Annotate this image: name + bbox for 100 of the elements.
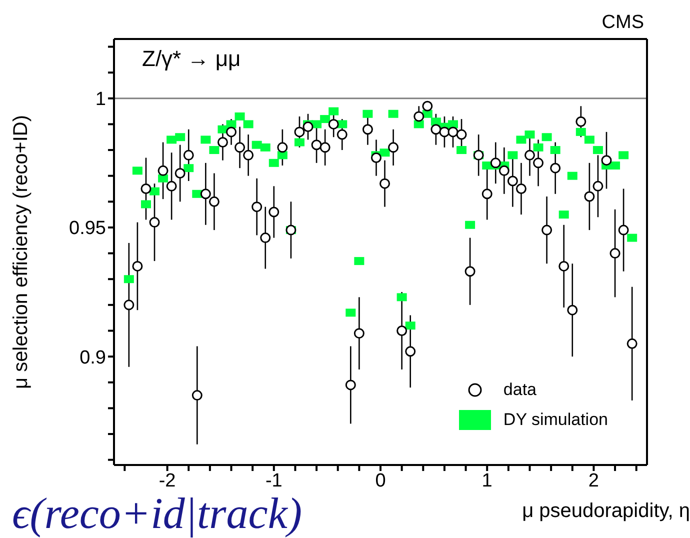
point xyxy=(507,176,518,186)
point xyxy=(362,124,373,135)
text: CMS xyxy=(602,12,644,34)
point xyxy=(294,126,305,138)
point xyxy=(260,143,270,152)
point xyxy=(234,142,246,153)
point xyxy=(396,293,407,302)
point xyxy=(601,155,612,166)
y-tick-label: 1 xyxy=(95,89,106,110)
point xyxy=(328,107,339,116)
point xyxy=(524,150,535,160)
point xyxy=(533,143,544,152)
point xyxy=(576,116,586,127)
x-tick-label: 1 xyxy=(482,470,492,492)
point xyxy=(226,126,237,138)
point xyxy=(277,142,288,153)
point xyxy=(618,151,629,160)
point xyxy=(243,150,254,160)
point xyxy=(311,140,322,150)
x-axis-title: μ pseudorapidity, η xyxy=(522,500,690,523)
point xyxy=(320,142,330,153)
point xyxy=(584,136,594,144)
legend-label: DY simulation xyxy=(503,410,608,430)
point xyxy=(610,248,620,259)
point xyxy=(328,118,339,130)
point xyxy=(465,220,476,229)
point xyxy=(524,130,535,139)
point xyxy=(175,133,186,142)
point xyxy=(542,224,552,236)
point xyxy=(166,180,177,192)
point xyxy=(260,232,271,244)
point xyxy=(482,188,492,200)
x-tick-label: 2 xyxy=(588,470,599,492)
point xyxy=(243,120,254,128)
point xyxy=(576,128,586,136)
point xyxy=(618,224,629,236)
point xyxy=(439,126,450,138)
point xyxy=(558,260,570,272)
point xyxy=(320,115,330,124)
point xyxy=(405,322,416,330)
point xyxy=(388,142,399,153)
point xyxy=(550,162,561,174)
y-tick-label: 0.95 xyxy=(69,218,106,240)
point xyxy=(200,188,211,200)
point xyxy=(567,172,578,180)
point xyxy=(388,110,398,118)
point xyxy=(252,202,262,212)
point xyxy=(346,308,356,317)
point xyxy=(456,146,467,154)
point xyxy=(132,260,143,272)
point xyxy=(448,126,458,138)
point xyxy=(226,120,236,128)
point xyxy=(132,166,142,175)
point xyxy=(448,120,458,128)
point xyxy=(234,112,245,120)
point xyxy=(627,234,638,242)
point xyxy=(200,136,211,144)
point xyxy=(192,190,202,198)
point xyxy=(277,151,288,160)
point xyxy=(184,164,194,172)
point xyxy=(354,257,364,266)
point xyxy=(345,380,356,390)
x-tick-label: 0 xyxy=(375,470,386,492)
point xyxy=(268,158,279,167)
point xyxy=(558,210,569,219)
point xyxy=(158,174,168,182)
point xyxy=(294,138,304,146)
point xyxy=(336,129,348,140)
point xyxy=(362,110,373,118)
point xyxy=(430,124,442,135)
point xyxy=(150,187,160,196)
point xyxy=(354,328,364,339)
point xyxy=(380,178,390,189)
point xyxy=(149,217,160,228)
point xyxy=(567,304,578,316)
y-tick-label: 0.9 xyxy=(80,347,106,368)
point xyxy=(208,196,220,207)
point xyxy=(584,191,595,202)
point xyxy=(626,338,638,349)
point xyxy=(542,133,552,142)
point xyxy=(268,206,280,218)
point xyxy=(414,111,424,122)
point xyxy=(592,180,604,192)
point xyxy=(414,120,424,128)
point xyxy=(158,165,168,176)
point xyxy=(174,168,186,179)
point xyxy=(380,148,390,157)
point xyxy=(124,275,134,284)
point xyxy=(533,158,544,168)
point xyxy=(508,151,518,160)
legend-label: data xyxy=(503,380,537,400)
point xyxy=(140,200,151,208)
point xyxy=(209,146,220,154)
point xyxy=(252,140,262,149)
point xyxy=(516,136,526,144)
point xyxy=(610,162,620,170)
point xyxy=(464,266,476,277)
point xyxy=(490,158,501,168)
point xyxy=(302,122,314,132)
point xyxy=(456,129,467,140)
